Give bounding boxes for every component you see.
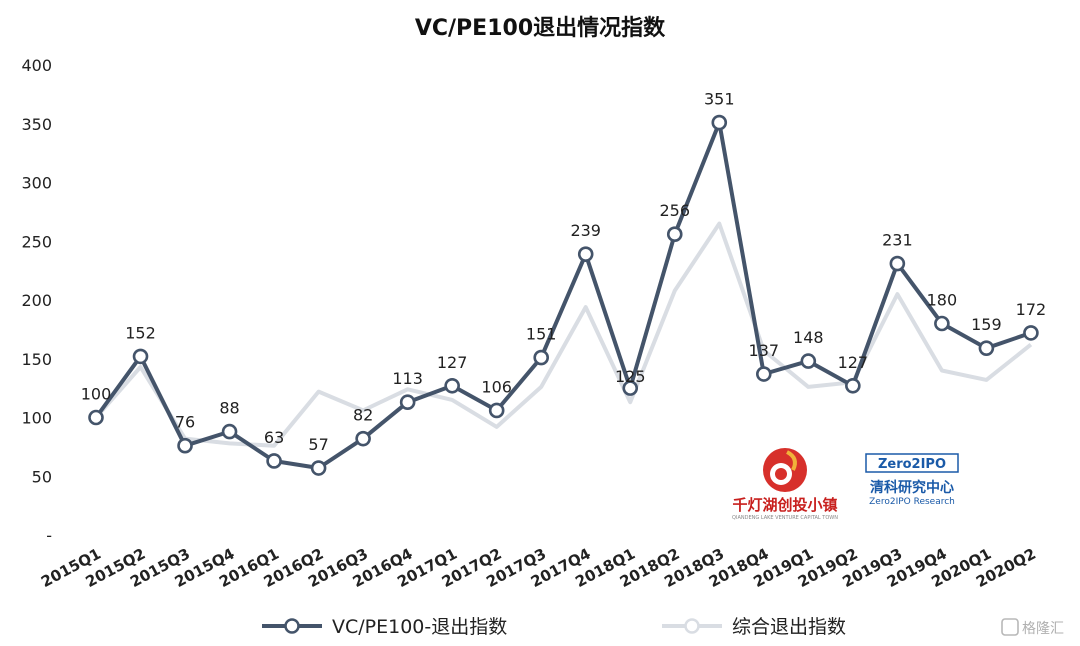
data-point: [845, 377, 861, 394]
data-point: [1023, 325, 1039, 341]
data-label: 172: [1016, 300, 1047, 319]
zero2ipo-logo-brand: Zero2IPO: [878, 457, 946, 472]
y-tick-label: -: [46, 526, 52, 545]
y-tick-label: 300: [21, 174, 52, 193]
legend-label-vcpe: VC/PE100-退出指数: [332, 616, 507, 638]
data-point: [622, 380, 639, 396]
y-tick-label: 150: [21, 350, 52, 369]
data-point: [310, 460, 327, 476]
data-label: 152: [125, 323, 156, 342]
legend-marker-vcpe: [284, 618, 300, 634]
legend-item-vcpe: VC/PE100-退出指数: [262, 616, 507, 638]
data-point: [755, 366, 772, 382]
qiandeng-logo-subtitle: QIANDENG LAKE VENTURE CAPITAL TOWN: [732, 515, 838, 521]
data-label: 57: [308, 435, 328, 454]
data-point: [355, 430, 371, 447]
data-point: [88, 409, 104, 426]
y-tick-label: 100: [21, 409, 52, 428]
y-tick-label: 50: [32, 467, 52, 486]
y-axis: - 50 100 150 200 250 300 350 400: [21, 56, 52, 545]
data-label: 151: [526, 325, 557, 344]
data-point: [488, 402, 505, 419]
chart-title: VC/PE100退出情况指数: [415, 15, 666, 41]
zero2ipo-logo-name: 清科研究中心: [870, 479, 954, 496]
data-label: 88: [219, 399, 239, 418]
series-layer: [88, 114, 1039, 476]
watermark-text: 格隆汇: [1022, 621, 1064, 637]
data-label: 159: [971, 315, 1002, 334]
data-label: 256: [659, 201, 690, 220]
legend-marker-composite: [684, 618, 700, 634]
legend-item-composite: 综合退出指数: [662, 616, 846, 638]
data-label: 231: [882, 231, 913, 250]
data-label: 125: [615, 367, 646, 386]
data-point: [889, 255, 906, 272]
data-label: 106: [481, 377, 512, 396]
data-point: [266, 453, 282, 469]
data-point: [666, 226, 683, 242]
data-point: [533, 349, 550, 366]
data-label: 127: [838, 353, 869, 372]
y-tick-label: 400: [21, 56, 52, 75]
y-tick-label: 200: [21, 291, 52, 310]
data-label: 148: [793, 328, 824, 347]
data-point: [800, 353, 817, 369]
data-label: 239: [570, 221, 601, 240]
zero2ipo-logo-subtitle: Zero2IPO Research: [869, 497, 955, 507]
data-point: [444, 377, 460, 394]
data-point: [978, 340, 995, 356]
data-label: 351: [704, 90, 735, 109]
data-point: [711, 114, 728, 131]
data-label: 100: [81, 385, 112, 404]
legend-label-composite: 综合退出指数: [732, 616, 846, 638]
watermark: 格隆汇: [1001, 618, 1064, 637]
data-labels: 100 152 76 88 63 57 82 113 127 106 151 239 125 256 351…: [81, 90, 1046, 454]
data-label: 113: [392, 369, 423, 388]
series-line: [94, 120, 1032, 470]
data-point: [221, 423, 238, 440]
y-tick-label: 250: [21, 232, 52, 251]
y-tick-label: 350: [21, 115, 52, 134]
qiandeng-logo: 千灯湖创投小镇 QIANDENG LAKE VENTURE CAPITAL TO…: [732, 448, 838, 521]
data-point: [177, 437, 193, 454]
data-point: [399, 394, 416, 411]
data-label: 137: [749, 341, 780, 360]
x-axis: 2015Q12015Q22015Q32015Q42016Q12016Q22016…: [38, 545, 1039, 591]
series-vcpe100-exit-index: [88, 114, 1039, 476]
data-point: [132, 348, 149, 365]
data-label: 127: [437, 353, 468, 372]
watermark-icon: [1001, 618, 1019, 636]
data-label: 63: [264, 428, 284, 447]
data-label: 76: [175, 413, 195, 432]
data-point: [934, 315, 950, 332]
data-label: 82: [353, 406, 373, 425]
data-point: [577, 246, 594, 262]
qiandeng-logo-name: 千灯湖创投小镇: [732, 496, 837, 514]
data-label: 180: [927, 291, 958, 310]
zero2ipo-logo: Zero2IPO 清科研究中心 Zero2IPO Research: [865, 453, 959, 507]
legend: VC/PE100-退出指数 综合退出指数: [262, 616, 846, 638]
